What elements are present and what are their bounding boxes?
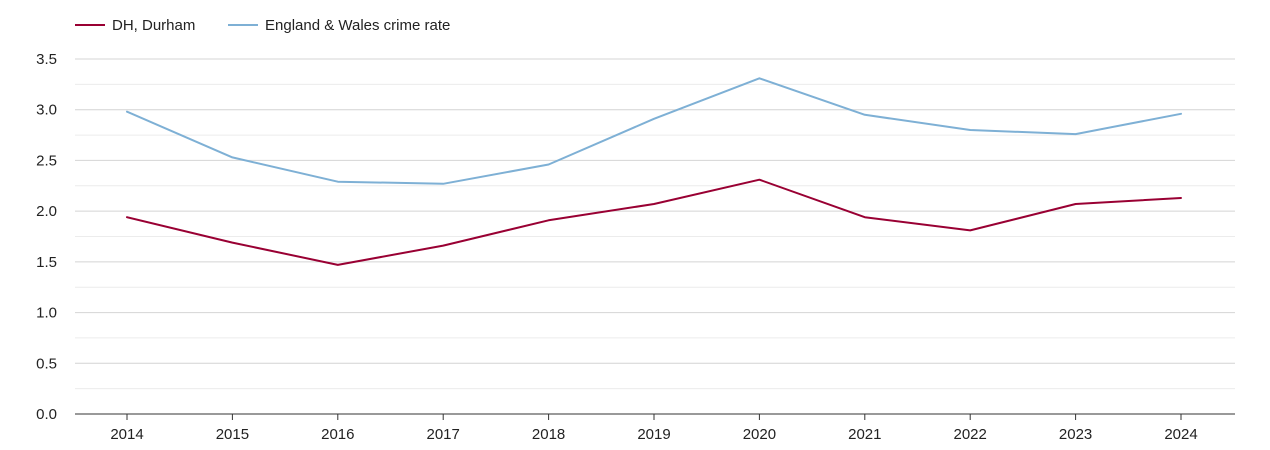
- x-tick-label: 2017: [427, 426, 460, 443]
- x-tick-label: 2015: [216, 426, 249, 443]
- y-tick-label: 2.5: [36, 152, 57, 169]
- axes: 0.0 0.5 1.0 1.5 2.0 2.5 3.0 3.5 2014 2015 2016 2017…: [36, 51, 1235, 443]
- series-line-england-wales: [126, 77, 1182, 185]
- y-tick-label: 0.5: [36, 355, 57, 372]
- x-tick-label: 2016: [321, 426, 354, 443]
- x-tick-label: 2023: [1059, 426, 1092, 443]
- legend-label-england-wales: England & Wales crime rate: [265, 17, 450, 34]
- gridlines: [75, 58, 1235, 390]
- x-tick-label: 2019: [637, 426, 670, 443]
- y-tick-label: 2.0: [36, 203, 57, 220]
- y-tick-label: 0.0: [36, 406, 57, 423]
- x-tick-label: 2021: [848, 426, 881, 443]
- x-tick-label: 2020: [743, 426, 776, 443]
- legend-label-durham: DH, Durham: [112, 17, 195, 34]
- x-tick-label: 2014: [110, 426, 143, 443]
- series-lines: [126, 77, 1182, 266]
- legend: DH, Durham England & Wales crime rate: [75, 17, 450, 34]
- y-tick-label: 1.0: [36, 305, 57, 322]
- x-tick-label: 2024: [1164, 426, 1197, 443]
- y-tick-label: 3.5: [36, 51, 57, 68]
- y-tick-label: 3.0: [36, 102, 57, 119]
- series-line-durham: [126, 178, 1182, 266]
- x-tick-label: 2018: [532, 426, 565, 443]
- x-tick-label: 2022: [954, 426, 987, 443]
- y-tick-label: 1.5: [36, 254, 57, 271]
